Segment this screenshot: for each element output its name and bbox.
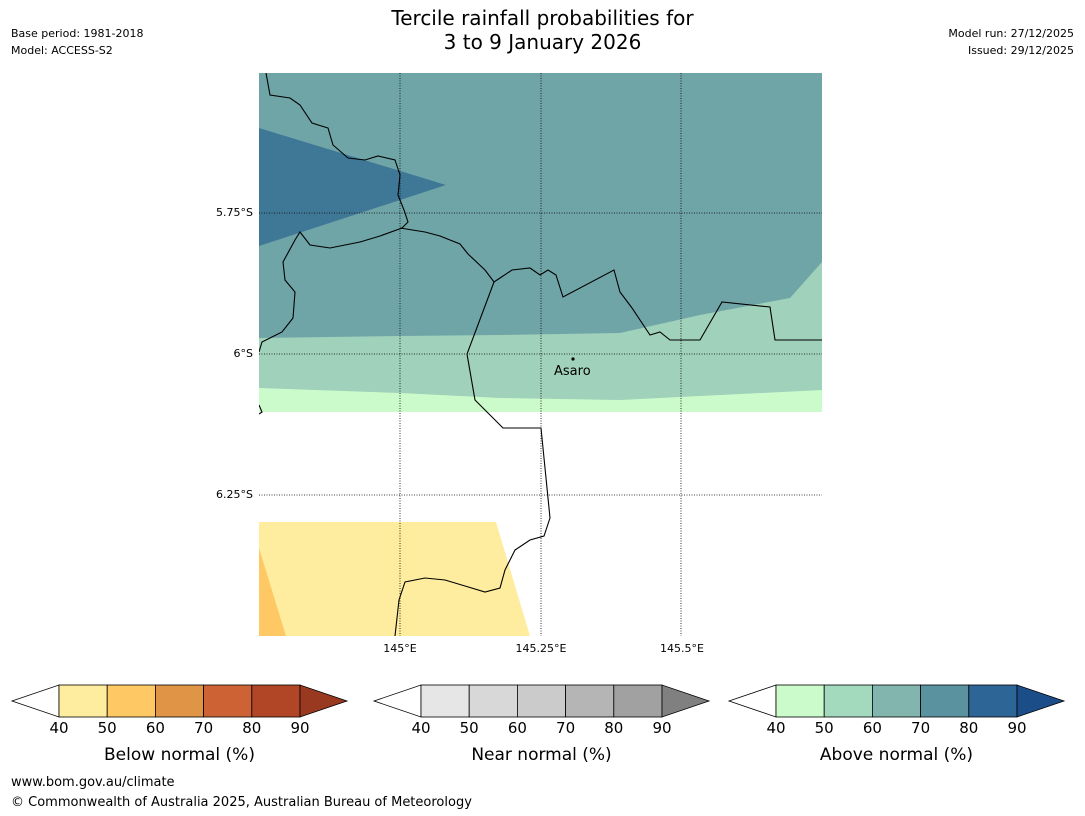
colorbar-low-extension [727, 684, 777, 718]
colorbar-tick-label: 40 [411, 719, 431, 737]
colorbar-tick-label: 50 [97, 719, 117, 737]
colorbar-tick-label: 70 [194, 719, 214, 737]
colorbars [10, 684, 1066, 718]
above-60-70-region [259, 73, 822, 338]
colorbar-tick-label: 90 [290, 719, 310, 737]
meta-left: Base period: 1981-2018 Model: ACCESS-S2 [11, 25, 143, 59]
map-fill-layer [259, 73, 822, 636]
colorbar-title: Near normal (%) [471, 745, 612, 765]
chart-title: Tercile rainfall probabilities for 3 to … [0, 6, 1085, 54]
lon-label-1455: 145.5°E [660, 642, 704, 655]
colorbar-segment [203, 684, 253, 718]
boundary-line [259, 404, 263, 415]
colorbar-tick-label: 90 [652, 719, 672, 737]
colorbar-title: Below normal (%) [104, 745, 255, 765]
lat-label-625: 6.25°S [216, 488, 253, 501]
colorbar-tick-label: 80 [604, 719, 624, 737]
above-70-80-region [259, 128, 446, 246]
colorbar-segment [58, 684, 108, 718]
colorbar-segment [613, 684, 663, 718]
colorbar-segment [872, 684, 922, 718]
colorbar-segment [251, 684, 301, 718]
issued-text: Issued: 29/12/2025 [967, 44, 1074, 57]
lon-label-145: 145°E [383, 642, 417, 655]
colorbar-tick-label: 50 [459, 719, 479, 737]
colorbar-low-extension [372, 684, 422, 718]
colorbar-tick-label: 70 [556, 719, 576, 737]
colorbar-high-extension [1016, 684, 1066, 718]
lat-label-575: 5.75°S [216, 206, 253, 219]
colorbar-low-extension [10, 684, 60, 718]
below-50-60-region [259, 548, 286, 636]
asaro-label: Asaro [554, 364, 591, 379]
meta-right: Model run: 27/12/2025 Issued: 29/12/2025 [948, 25, 1074, 59]
colorbar-high-extension [299, 684, 349, 718]
colorbar-segment [565, 684, 615, 718]
title-line-1: Tercile rainfall probabilities for [391, 6, 694, 30]
colorbar-segment [106, 684, 156, 718]
lat-label-6: 6°S [233, 347, 253, 360]
asaro-marker [571, 357, 575, 361]
boundary-line [259, 73, 409, 353]
colorbar-tick-label: 60 [862, 719, 882, 737]
model-text: Model: ACCESS-S2 [11, 44, 113, 57]
boundary-line [394, 281, 551, 636]
colorbar-segment [420, 684, 470, 718]
colorbar-segment [775, 684, 825, 718]
colorbar-segment [920, 684, 970, 718]
lon-label-14525: 145.25°E [515, 642, 567, 655]
colorbar-segment [968, 684, 1018, 718]
colorbar-tick-label: 80 [242, 719, 262, 737]
colorbar-segment [823, 684, 873, 718]
boundary-line [399, 227, 822, 341]
colorbar-tick-label: 50 [814, 719, 834, 737]
footer-url[interactable]: www.bom.gov.au/climate [11, 775, 175, 790]
colorbar-segment [517, 684, 567, 718]
colorbar-tick-label: 40 [766, 719, 786, 737]
below-40-50-region [259, 522, 530, 636]
colorbar-high-extension [661, 684, 711, 718]
colorbar-title: Above normal (%) [819, 745, 974, 765]
colorbar-tick-label: 80 [959, 719, 979, 737]
colorbar-tick-label: 70 [911, 719, 931, 737]
colorbar-tick-label: 60 [145, 719, 165, 737]
colorbar-segment [468, 684, 518, 718]
title-line-2: 3 to 9 January 2026 [443, 30, 642, 54]
colorbar-tick-label: 60 [507, 719, 527, 737]
colorbar-tick-label: 90 [1007, 719, 1027, 737]
model-run-text: Model run: 27/12/2025 [948, 27, 1074, 40]
footer-copyright: © Commonwealth of Australia 2025, Austra… [11, 795, 472, 810]
colorbar-segment [154, 684, 204, 718]
base-period-text: Base period: 1981-2018 [11, 27, 144, 40]
colorbar-tick-label: 40 [49, 719, 69, 737]
